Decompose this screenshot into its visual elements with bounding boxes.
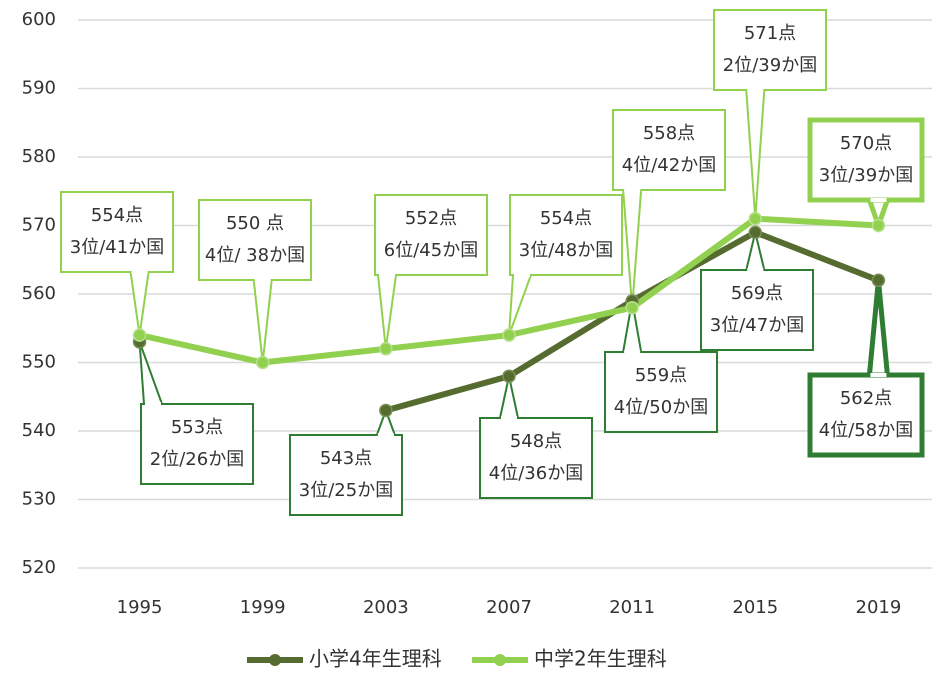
y-tick-label: 600 — [22, 9, 56, 30]
y-tick-label: 520 — [22, 557, 56, 578]
data-label: 559点 — [635, 365, 687, 386]
callout-box — [700, 269, 814, 351]
rank-label: 4位/58か国 — [819, 420, 913, 441]
data-label: 571点 — [744, 23, 796, 44]
data-label: 562点 — [840, 388, 892, 409]
callout-tail — [252, 279, 273, 363]
rank-label: 4位/ 38か国 — [205, 245, 305, 266]
rank-label: 2位/26か国 — [150, 449, 244, 470]
x-tick-label: 2007 — [486, 597, 532, 618]
legend-marker — [494, 654, 506, 666]
data-label: 553点 — [171, 417, 223, 438]
data-label: 543点 — [320, 448, 372, 469]
callout-box — [509, 194, 623, 276]
point — [748, 211, 763, 226]
callout-box — [612, 109, 726, 191]
rank-label: 4位/36か国 — [489, 463, 583, 484]
callout-tail — [745, 89, 766, 219]
data-label: 558点 — [643, 123, 695, 144]
x-tick-label: 2019 — [856, 597, 902, 618]
data-label: 548点 — [510, 431, 562, 452]
data-label: 552点 — [405, 208, 457, 229]
callout-box — [374, 194, 488, 276]
callout-gap — [514, 273, 530, 277]
y-tick-label: 560 — [22, 283, 56, 304]
x-tick-label: 2003 — [363, 597, 409, 618]
rank-label: 4位/50か国 — [614, 397, 708, 418]
callout-box — [807, 372, 925, 458]
y-tick-label: 530 — [22, 489, 56, 510]
callout-gap — [624, 188, 641, 192]
point — [379, 342, 393, 356]
y-tick-label: 580 — [22, 146, 56, 167]
point — [255, 355, 270, 370]
callout-box — [713, 9, 827, 91]
rank-label: 6位/45か国 — [384, 240, 478, 261]
point — [379, 403, 393, 418]
rank-label: 3位/25か国 — [299, 480, 393, 501]
callout-tail — [129, 271, 150, 336]
rank-label: 3位/48か国 — [519, 240, 613, 261]
x-tick-label: 1995 — [117, 597, 163, 618]
legend-text: 小学4年生理科 — [309, 647, 442, 671]
callout-box — [140, 403, 254, 485]
data-label: 550 点 — [226, 213, 284, 234]
rank-label: 3位/39か国 — [819, 165, 913, 186]
legend-marker — [269, 654, 281, 666]
callout-gap — [870, 198, 887, 202]
callout-tail — [622, 189, 643, 308]
y-tick-label: 570 — [22, 215, 56, 236]
x-tick-label: 2015 — [732, 597, 778, 618]
callout-box — [289, 434, 403, 516]
callout-gap — [254, 278, 271, 282]
y-tick-label: 550 — [22, 352, 56, 373]
callout-gap — [377, 433, 394, 437]
point — [132, 328, 147, 342]
legend-text: 中学2年生理科 — [534, 647, 667, 671]
callout-gap — [501, 416, 517, 420]
point — [871, 218, 886, 233]
data-label: 554点 — [91, 205, 143, 226]
callout-gap — [870, 373, 887, 377]
callout-gap — [747, 88, 764, 92]
callout-tail — [138, 341, 164, 405]
point — [871, 273, 886, 288]
rank-label: 4位/42か国 — [622, 155, 716, 176]
x-tick-label: 2011 — [609, 597, 655, 618]
rank-label: 3位/47か国 — [710, 315, 804, 336]
callout-gap — [379, 273, 395, 277]
callout-gap — [747, 268, 764, 272]
callout-box — [604, 351, 718, 433]
point — [502, 328, 516, 342]
point — [625, 300, 639, 315]
rank-label: 3位/41か国 — [70, 237, 164, 258]
data-label: 554点 — [540, 208, 592, 229]
callout-gap — [145, 402, 161, 406]
callout-tail — [508, 274, 533, 336]
point — [748, 225, 763, 240]
callout-box — [60, 191, 174, 273]
callout-gap — [131, 270, 148, 274]
callout-box — [198, 199, 312, 281]
rank-label: 2位/39か国 — [723, 55, 817, 76]
y-tick-label: 590 — [22, 78, 56, 99]
y-tick-label: 540 — [22, 420, 56, 441]
callout-tail — [376, 274, 398, 349]
callout-box — [479, 417, 593, 499]
callout-box — [807, 117, 925, 203]
data-label: 569点 — [731, 283, 783, 304]
x-tick-label: 1999 — [240, 597, 286, 618]
data-label: 570点 — [840, 133, 892, 154]
callout-gap — [624, 350, 641, 354]
point — [502, 369, 516, 383]
